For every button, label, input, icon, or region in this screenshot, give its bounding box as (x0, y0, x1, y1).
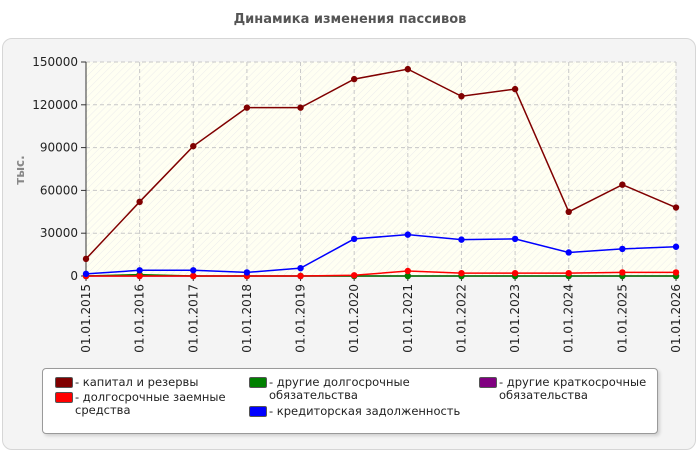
data-point (350, 235, 358, 243)
legend-label: - кредиторская задолженность (269, 404, 461, 418)
x-tick-label: 01.01.2023 (508, 284, 522, 353)
legend-label: - другие долгосрочные обязательства (269, 375, 410, 402)
data-point (458, 269, 465, 277)
data-point (619, 181, 626, 188)
x-tick-label: 01.01.2015 (79, 284, 93, 353)
legend-swatch (249, 406, 267, 417)
x-tick-label: 01.01.2017 (186, 284, 200, 353)
data-point (190, 142, 197, 150)
legend-label: - долгосрочные заемные средства (75, 390, 226, 417)
y-tick-label: 150000 (32, 55, 78, 69)
data-point (511, 269, 519, 277)
legend-label: - капитал и резервы (75, 375, 199, 389)
chart-title: Динамика изменения пассивов (233, 12, 467, 27)
x-tick-label: 01.01.2025 (615, 284, 629, 353)
data-point (297, 272, 304, 280)
data-point (82, 270, 90, 278)
data-point (136, 198, 143, 206)
y-axis-label: тыс. (13, 155, 27, 184)
series-line (85, 233, 677, 275)
data-point (511, 85, 519, 93)
x-tick-label: 01.01.2019 (294, 284, 308, 353)
legend: - капитал и резервы - другие долгосрочны… (42, 368, 658, 434)
data-point (243, 104, 251, 111)
data-point (136, 272, 143, 280)
data-point (297, 264, 304, 272)
x-tick-label: 01.01.2020 (347, 284, 361, 353)
data-point (190, 272, 197, 280)
x-tick-label: 01.01.2024 (562, 284, 576, 353)
data-point (619, 269, 626, 276)
x-tick-label: 01.01.2018 (240, 284, 254, 353)
data-point (619, 245, 626, 253)
y-tick-label: 90000 (40, 141, 78, 155)
legend-swatch (249, 377, 267, 388)
data-point (404, 267, 412, 275)
data-point (350, 75, 358, 83)
legend-swatch (55, 392, 73, 403)
data-point (404, 231, 412, 238)
data-point (511, 235, 519, 243)
y-tick-label: 120000 (32, 98, 78, 112)
data-point (672, 204, 680, 211)
data-point (565, 269, 572, 277)
data-point (404, 272, 412, 280)
x-tick-label: 01.01.2016 (133, 284, 147, 353)
y-tick-label: 0 (70, 269, 78, 283)
y-tick-label: 30000 (40, 226, 78, 240)
data-point (404, 65, 412, 73)
data-point (190, 267, 197, 274)
data-point (350, 272, 358, 279)
series-line (86, 270, 676, 277)
legend-swatch (479, 377, 497, 388)
data-point (458, 93, 465, 100)
data-point (297, 104, 304, 111)
data-point (672, 243, 680, 250)
y-tick-label: 60000 (40, 183, 78, 197)
data-point (672, 269, 680, 276)
x-tick-label: 01.01.2022 (454, 284, 468, 353)
data-point (458, 236, 465, 243)
data-point (136, 267, 143, 274)
data-point (565, 249, 572, 256)
data-point (82, 255, 90, 263)
data-point (243, 269, 251, 276)
x-tick-label: 01.01.2026 (669, 284, 683, 353)
series-line (85, 68, 677, 260)
legend-swatch (55, 377, 73, 388)
x-tick-label: 01.01.2021 (401, 284, 415, 353)
legend-label: - другие краткосрочные обязательства (499, 375, 647, 402)
data-point (565, 208, 572, 215)
